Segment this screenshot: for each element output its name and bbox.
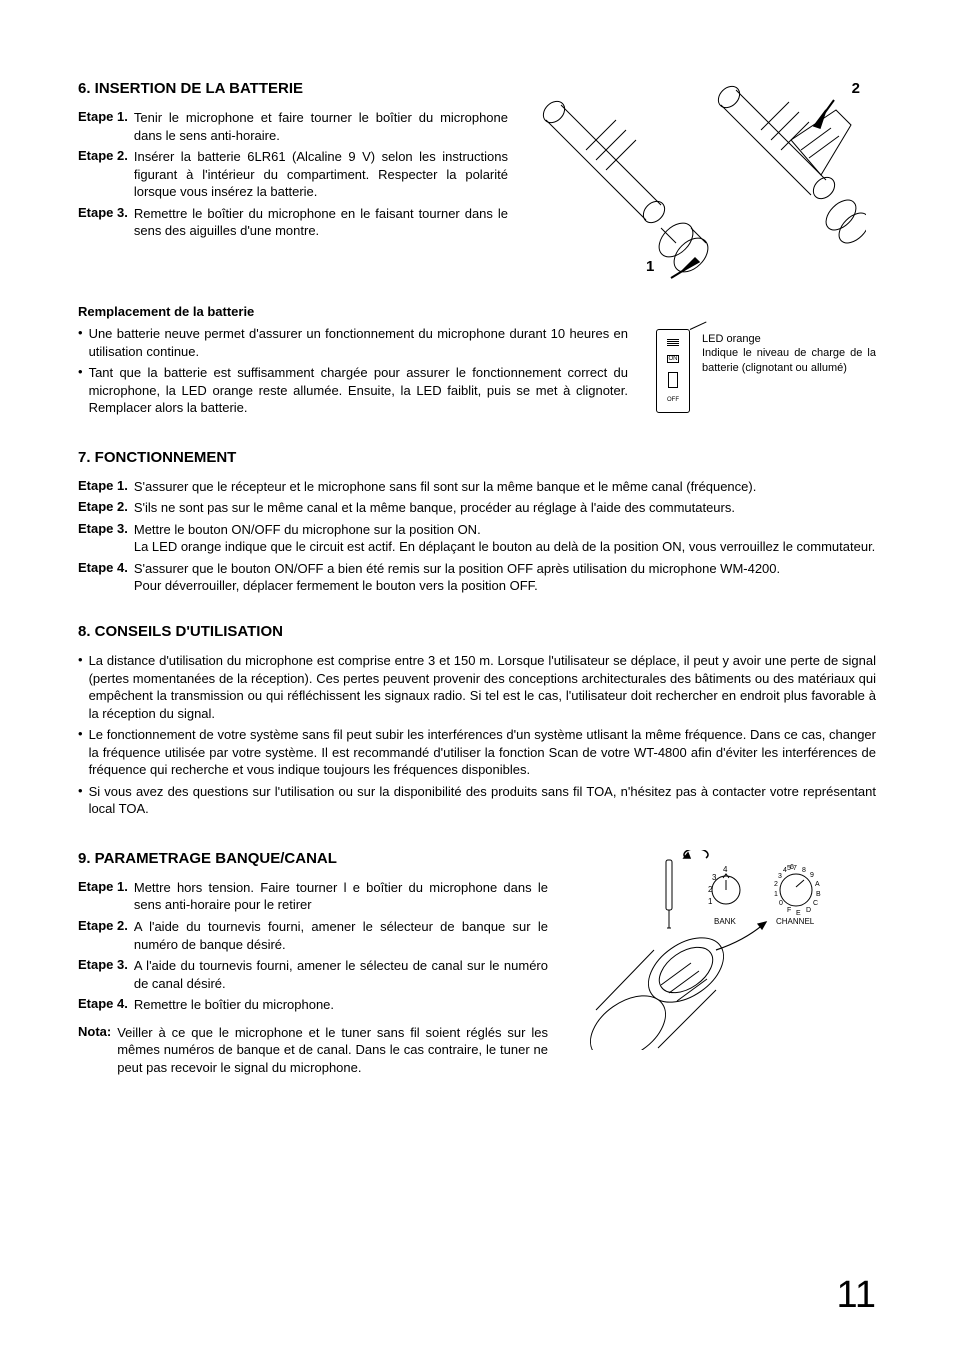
bullet-row: • La distance d'utilisation du microphon… <box>78 652 876 722</box>
step-text: S'ils ne sont pas sur le même canal et l… <box>134 499 876 517</box>
bullet-dot: • <box>78 325 89 340</box>
step-text: Tenir le microphone et faire tourner le … <box>134 109 508 144</box>
step-text: S'assurer que le bouton ON/OFF a bien ét… <box>134 560 876 595</box>
bullet-row: • Si vous avez des questions sur l'utili… <box>78 783 876 818</box>
step-label: Etape 3. <box>78 957 134 972</box>
step-text: Mettre hors tension. Faire tourner l e b… <box>134 879 548 914</box>
bullet-text: Tant que la batterie est suffisamment ch… <box>89 364 628 417</box>
bank-dial-label: BANK <box>714 917 736 926</box>
nota-row: Nota: Veiller à ce que le microphone et … <box>78 1024 548 1077</box>
step-label: Etape 2. <box>78 499 134 514</box>
step-label: Etape 4. <box>78 996 134 1011</box>
step-label: Etape 1. <box>78 478 134 493</box>
led-switch-icon: ON OFF <box>656 329 690 413</box>
section-6-title: 6. INSERTION DE LA BATTERIE <box>78 80 508 97</box>
step-row: Etape 1. S'assurer que le récepteur et l… <box>78 478 876 496</box>
svg-text:D: D <box>806 907 811 914</box>
led-figure: ON OFF LED orange Indique le niveau de c… <box>656 329 876 413</box>
battery-insertion-figure: 1 2 <box>526 80 866 290</box>
bullet-row: • Une batterie neuve permet d'assurer un… <box>78 325 628 360</box>
svg-text:A: A <box>815 881 820 888</box>
svg-text:6: 6 <box>790 864 794 871</box>
led-on-label: ON <box>667 355 679 363</box>
step-label: Etape 1. <box>78 109 134 124</box>
step-row: Etape 1. Tenir le microphone et faire to… <box>78 109 508 144</box>
bullet-dot: • <box>78 364 89 379</box>
section-7-title: 7. FONCTIONNEMENT <box>78 449 876 466</box>
bullet-text: La distance d'utilisation du microphone … <box>89 652 876 722</box>
step-text: A l'aide du tournevis fourni, amener le … <box>134 957 548 992</box>
step-label: Etape 3. <box>78 521 134 536</box>
led-off-label: OFF <box>667 397 679 403</box>
step-text: A l'aide du tournevis fourni, amener le … <box>134 918 548 953</box>
step-text: S'assurer que le récepteur et le microph… <box>134 478 876 496</box>
step-row: Etape 2. Insérer la batterie 6LR61 (Alca… <box>78 148 508 201</box>
svg-text:8: 8 <box>802 867 806 874</box>
bank-channel-figure: 2 3 4 1 789 ABC DEF 012 3456 <box>566 822 866 1022</box>
svg-text:2: 2 <box>774 881 778 888</box>
svg-text:C: C <box>813 900 818 907</box>
nota-text: Veiller à ce que le microphone et le tun… <box>117 1024 548 1077</box>
step-text: Remettre le boîtier du microphone. <box>134 996 548 1014</box>
step-row: Etape 4. S'assurer que le bouton ON/OFF … <box>78 560 876 595</box>
svg-text:2: 2 <box>708 885 713 894</box>
step-label: Etape 4. <box>78 560 134 575</box>
svg-text:E: E <box>796 910 801 917</box>
svg-text:3: 3 <box>778 873 782 880</box>
step-text: Remettre le boîtier du microphone en le … <box>134 205 508 240</box>
svg-text:0: 0 <box>779 900 783 907</box>
bullet-text: Si vous avez des questions sur l'utilisa… <box>89 783 876 818</box>
step-row: Etape 3. Remettre le boîtier du micropho… <box>78 205 508 240</box>
step-label: Etape 3. <box>78 205 134 220</box>
step-text: Mettre le bouton ON/OFF du microphone su… <box>134 521 876 556</box>
svg-text:F: F <box>787 907 791 914</box>
step-row: Etape 1. Mettre hors tension. Faire tour… <box>78 879 548 914</box>
step-row: Etape 3. A l'aide du tournevis fourni, a… <box>78 957 548 992</box>
bullet-text: Le fonctionnement de votre système sans … <box>89 726 876 779</box>
svg-text:1: 1 <box>774 891 778 898</box>
svg-text:3: 3 <box>712 873 717 882</box>
bullet-text: Une batterie neuve permet d'assurer un f… <box>89 325 628 360</box>
svg-text:4: 4 <box>723 865 728 874</box>
step-row: Etape 2. A l'aide du tournevis fourni, a… <box>78 918 548 953</box>
section-8-title: 8. CONSEILS D'UTILISATION <box>78 623 876 640</box>
bullet-dot: • <box>78 726 89 741</box>
step-label: Etape 1. <box>78 879 134 894</box>
page-number: 11 <box>837 1274 876 1317</box>
fig1-num-1: 1 <box>646 258 654 275</box>
step-text: Insérer la batterie 6LR61 (Alcaline 9 V)… <box>134 148 508 201</box>
bullet-dot: • <box>78 652 89 667</box>
nota-label: Nota: <box>78 1024 117 1039</box>
svg-text:1: 1 <box>708 897 713 906</box>
channel-dial-label: CHANNEL <box>776 917 814 926</box>
step-row: Etape 2. S'ils ne sont pas sur le même c… <box>78 499 876 517</box>
bullet-row: • Le fonctionnement de votre système san… <box>78 726 876 779</box>
bullet-row: • Tant que la batterie est suffisamment … <box>78 364 628 417</box>
svg-text:9: 9 <box>810 872 814 879</box>
step-row: Etape 3. Mettre le bouton ON/OFF du micr… <box>78 521 876 556</box>
section-9-title: 9. PARAMETRAGE BANQUE/CANAL <box>78 850 548 867</box>
led-desc: Indique le niveau de charge de la batter… <box>702 346 876 375</box>
step-label: Etape 2. <box>78 148 134 163</box>
step-row: Etape 4. Remettre le boîtier du micropho… <box>78 996 548 1014</box>
svg-text:B: B <box>816 891 821 898</box>
step-label: Etape 2. <box>78 918 134 933</box>
battery-replace-title: Remplacement de la batterie <box>78 304 876 319</box>
led-title: LED orange <box>702 332 876 346</box>
bullet-dot: • <box>78 783 89 798</box>
fig1-num-2: 2 <box>852 80 860 97</box>
